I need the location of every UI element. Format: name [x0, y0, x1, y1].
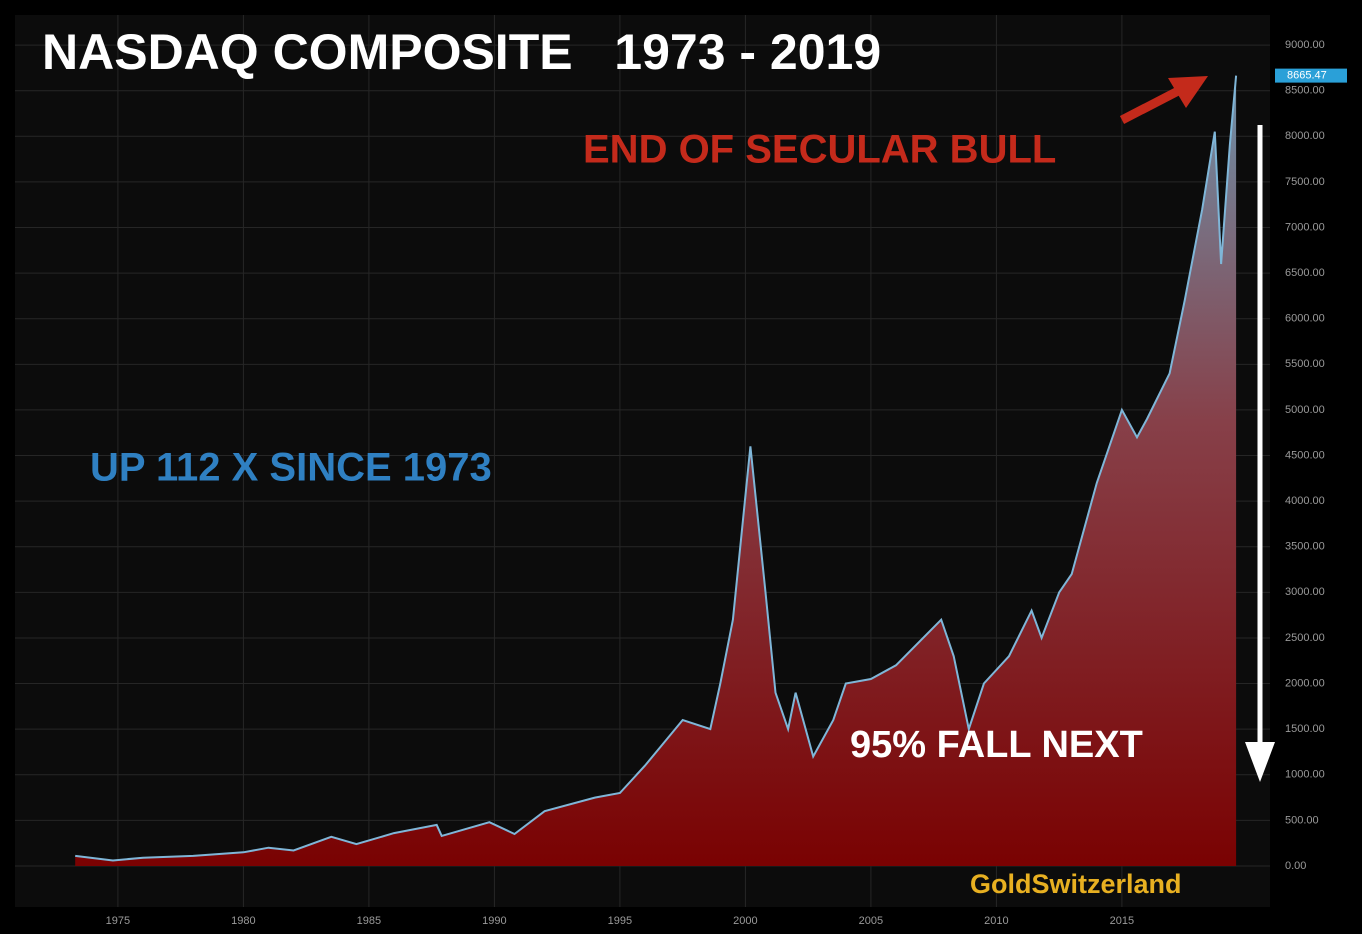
white-arrow: [1245, 125, 1275, 782]
annotation: 95% FALL NEXT: [850, 724, 1143, 766]
y-tick-label: 3500.00: [1285, 541, 1325, 553]
y-tick-label: 0.00: [1285, 860, 1306, 872]
y-tick-label: 6000.00: [1285, 313, 1325, 325]
y-tick-label: 1000.00: [1285, 769, 1325, 781]
y-tick-label: 8000.00: [1285, 130, 1325, 142]
y-tick-label: 7000.00: [1285, 221, 1325, 233]
y-tick-label: 500.00: [1285, 814, 1319, 826]
y-tick-label: 6500.00: [1285, 267, 1325, 279]
last-value-badge: [1275, 68, 1347, 83]
y-tick-label: 5500.00: [1285, 358, 1325, 370]
annotation: UP 112 X SINCE 1973: [90, 446, 492, 490]
y-tick-label: 5000.00: [1285, 404, 1325, 416]
x-tick-label: 1985: [357, 915, 381, 927]
area: [75, 75, 1237, 866]
x-tick-label: 2000: [733, 915, 757, 927]
x-tick-label: 1995: [608, 915, 632, 927]
source: GoldSwitzerland: [970, 869, 1182, 899]
x-tick-label: 2010: [984, 915, 1008, 927]
y-tick-label: 7500.00: [1285, 176, 1325, 188]
y-tick-label: 4500.00: [1285, 449, 1325, 461]
x-tick-label: 1975: [106, 915, 130, 927]
x-tick-label: 2015: [1110, 915, 1134, 927]
chart-title: NASDAQ COMPOSITE 1973 - 2019: [42, 24, 881, 80]
x-tick-label: 1990: [482, 915, 506, 927]
y-tick-label: 3000.00: [1285, 586, 1325, 598]
last-value-label: 8665.47: [1287, 70, 1327, 82]
x-tick-label: 1980: [231, 915, 255, 927]
y-tick-label: 2000.00: [1285, 677, 1325, 689]
y-tick-label: 8500.00: [1285, 85, 1325, 97]
y-tick-label: 9000.00: [1285, 39, 1325, 51]
red-arrow: [1119, 76, 1208, 124]
x-tick-label: 2005: [859, 915, 883, 927]
y-tick-label: 1500.00: [1285, 723, 1325, 735]
line: [75, 75, 1238, 862]
annotation: END OF SECULAR BULL: [583, 128, 1056, 172]
y-tick-label: 2500.00: [1285, 632, 1325, 644]
y-tick-label: 4000.00: [1285, 495, 1325, 507]
